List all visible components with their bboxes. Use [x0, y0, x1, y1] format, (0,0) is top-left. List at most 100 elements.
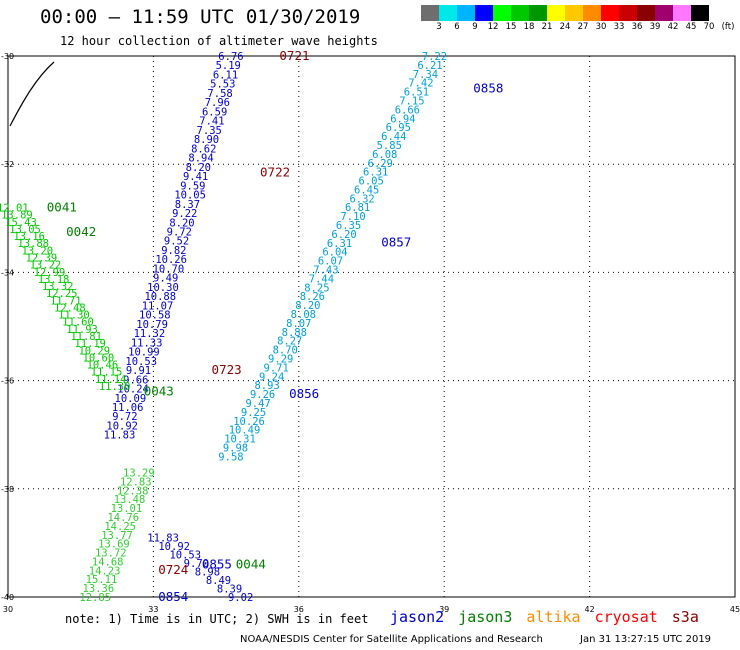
- pass-label: 0857: [381, 235, 411, 250]
- legend-label: 42: [667, 22, 679, 32]
- wave-height-value: 12.83: [120, 476, 152, 488]
- wave-height-value: 7.42: [408, 78, 433, 90]
- wave-height-value: 6.31: [327, 238, 352, 250]
- wave-height-value: 13.32: [42, 281, 74, 293]
- wave-height-value: 8.26: [300, 291, 325, 303]
- wave-height-value: 10.53: [169, 549, 201, 561]
- legend-swatch: [619, 5, 637, 21]
- legend-swatch: [457, 5, 475, 21]
- wave-height-value: 10.92: [106, 420, 138, 432]
- y-tick-label: -30: [1, 52, 14, 61]
- wave-height-value: 10.49: [229, 425, 261, 437]
- pass-label: 0858: [473, 80, 503, 95]
- satellite-key-s3a: s3a: [671, 608, 699, 626]
- legend-label: 12: [487, 22, 499, 32]
- wave-height-value: 9.98: [223, 442, 248, 454]
- wave-height-value: 7.35: [197, 125, 222, 137]
- wave-height-value: 12.01: [0, 202, 29, 214]
- wave-height-value: 10.26: [155, 254, 187, 266]
- map-frame: [7, 55, 736, 598]
- y-tick-label: -40: [1, 593, 14, 602]
- wave-height-value: 10.30: [147, 282, 179, 294]
- y-tick-label: -38: [1, 485, 14, 494]
- wave-height-value: 15.11: [86, 574, 118, 586]
- legend-swatch: [691, 5, 709, 21]
- legend-label: 18: [523, 22, 535, 32]
- legend-label: 33: [613, 22, 625, 32]
- wave-height-value: 10.99: [128, 347, 160, 359]
- wave-height-value: 6.20: [331, 229, 356, 241]
- satellite-key-cryosat: cryosat: [594, 608, 658, 626]
- pass-label: 0855: [202, 557, 232, 572]
- wave-height-value: 6.08: [372, 149, 397, 161]
- wave-height-value: 6.21: [417, 60, 442, 72]
- wave-height-value: 6.29: [368, 158, 393, 170]
- wave-height-value: 14.25: [104, 521, 136, 533]
- wave-height-value: 13.77: [101, 530, 133, 542]
- wave-height-value: 11.81: [70, 331, 102, 343]
- wave-height-value: 9.22: [172, 208, 197, 220]
- wave-height-value: 9.24: [259, 371, 284, 383]
- wave-height-value: 10.79: [136, 319, 168, 331]
- wave-height-value: 10.53: [125, 356, 157, 368]
- legend-label: 21: [541, 22, 553, 32]
- pass-label: 0042: [66, 224, 96, 239]
- wave-height-value: 10.24: [117, 384, 149, 396]
- legend-swatch: [493, 5, 511, 21]
- wave-height-value: 14.23: [89, 565, 121, 577]
- wave-height-value: 10.88: [144, 291, 176, 303]
- wave-height-value: 12.99: [34, 267, 66, 279]
- x-tick-label: 39: [439, 605, 449, 614]
- footnote: note: 1) Time is in UTC; 2) SWH is in fe…: [65, 612, 369, 626]
- wave-height-value: 7.22: [422, 51, 447, 63]
- pass-label: 0724: [158, 562, 188, 577]
- pass-label: 0723: [212, 362, 242, 377]
- wave-height-value: 13.72: [95, 548, 127, 560]
- wave-height-value: 9.72: [167, 226, 192, 238]
- wave-height-value: 13.36: [83, 583, 115, 595]
- x-tick-label: 33: [148, 605, 158, 614]
- legend-label: 36: [631, 22, 643, 32]
- legend-swatch: [673, 5, 691, 21]
- wave-height-value: 5.19: [216, 60, 241, 72]
- wave-height-value: 12.48: [54, 302, 86, 314]
- wave-height-value: 9.91: [126, 365, 151, 377]
- legend-swatch: [637, 5, 655, 21]
- wave-height-value: 8.20: [186, 162, 211, 174]
- wave-height-value: 6.07: [318, 256, 343, 268]
- wave-height-value: 13.18: [38, 274, 70, 286]
- wave-height-value: 11.60: [62, 317, 94, 329]
- wave-height-value: 9.58: [218, 451, 243, 463]
- satellite-key-altika: altika: [526, 608, 581, 626]
- y-tick-label: -34: [1, 268, 14, 277]
- x-tick-label: 45: [730, 605, 740, 614]
- wave-height-value: 8.08: [291, 309, 316, 321]
- legend-label: 6: [454, 22, 460, 32]
- wave-height-value: 9.41: [183, 171, 208, 183]
- legend-swatch: [547, 5, 565, 21]
- legend-swatch: [529, 5, 547, 21]
- legend-label: 27: [577, 22, 589, 32]
- wave-height-value: 7.58: [207, 88, 232, 100]
- wave-height-value: 11.83: [147, 532, 179, 544]
- wave-height-value: 8.39: [217, 583, 242, 595]
- wave-height-value: 13.89: [1, 210, 33, 222]
- x-tick-label: 42: [585, 605, 595, 614]
- wave-height-value: 7.10: [340, 211, 365, 223]
- legend-swatch: [583, 5, 601, 21]
- wave-height-value: 9.47: [245, 398, 270, 410]
- legend-swatch: [421, 5, 439, 21]
- wave-height-value: 8.98: [195, 566, 220, 578]
- wave-height-value: 11.14: [95, 374, 127, 386]
- satellite-key-jason2: jason2: [390, 608, 445, 626]
- pass-label: 0721: [279, 48, 309, 63]
- legend-label: 30: [595, 22, 607, 32]
- wave-height-value: 9.66: [123, 374, 148, 386]
- generated-timestamp: Jan 31 13:27:15 UTC 2019: [580, 634, 712, 645]
- wave-height-value: 11.07: [142, 300, 174, 312]
- wave-height-value: 12.25: [46, 288, 78, 300]
- wave-height-value: 6.35: [336, 220, 361, 232]
- wave-height-value: 11.06: [112, 402, 144, 414]
